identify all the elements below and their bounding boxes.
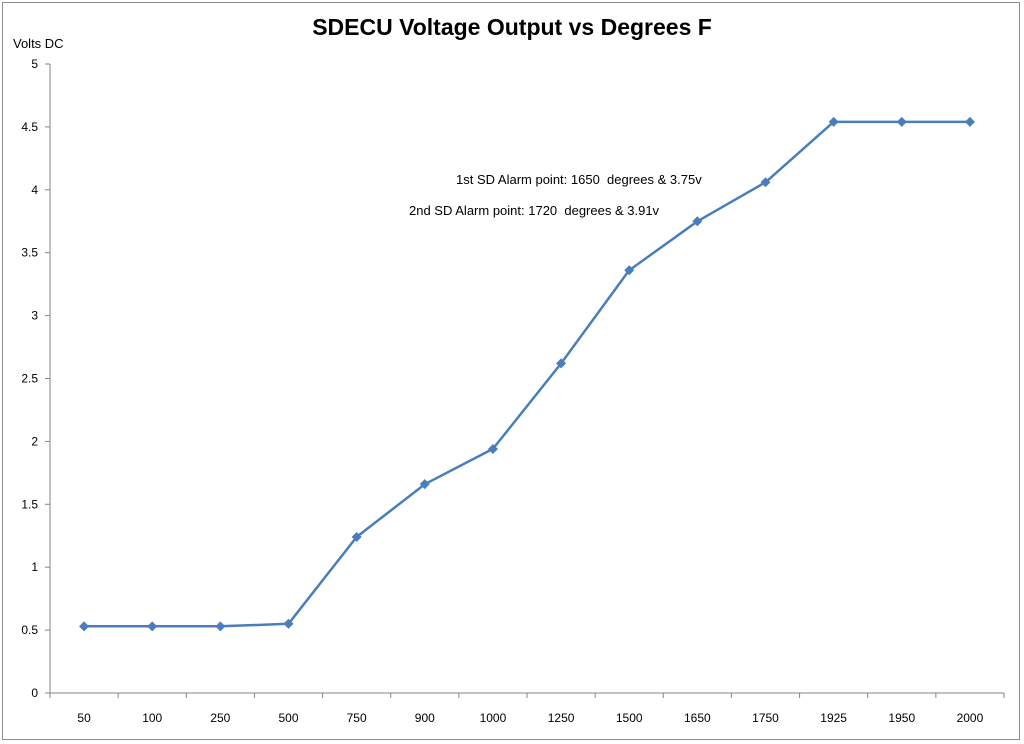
data-point — [487, 443, 498, 454]
x-tick-label: 50 — [77, 711, 91, 725]
x-tick-label: 2000 — [957, 711, 984, 725]
y-axis-label: Volts DC — [13, 36, 64, 51]
y-tick-label: 3 — [31, 309, 38, 323]
y-tick-label: 2 — [31, 434, 38, 448]
x-tick-label: 1750 — [752, 711, 779, 725]
data-point — [964, 116, 975, 127]
y-tick-label: 3.5 — [21, 246, 38, 260]
data-point — [215, 621, 226, 632]
data-point — [828, 116, 839, 127]
x-tick-label: 1650 — [684, 711, 711, 725]
data-point — [692, 216, 703, 227]
data-point — [624, 265, 635, 276]
y-tick-label: 2.5 — [21, 372, 38, 386]
x-tick-label: 900 — [415, 711, 435, 725]
data-point — [419, 479, 430, 490]
x-tick-label: 1250 — [548, 711, 575, 725]
y-tick-label: 5 — [31, 57, 38, 71]
x-tick-label: 750 — [347, 711, 367, 725]
x-tick-label: 1950 — [888, 711, 915, 725]
annotation-1st-alarm: 2nd SD Alarm point: 1720 degrees & 3.91v — [409, 203, 660, 218]
chart-title: SDECU Voltage Output vs Degrees F — [312, 14, 712, 40]
x-tick-label: 250 — [210, 711, 230, 725]
x-tick-label: 1925 — [820, 711, 847, 725]
y-tick-label: 1 — [31, 560, 38, 574]
x-tick-label: 1000 — [480, 711, 507, 725]
annotation-2nd-alarm: 1st SD Alarm point: 1650 degrees & 3.75v — [456, 172, 702, 187]
data-point — [896, 116, 907, 127]
data-point — [147, 621, 158, 632]
y-tick-label: 4.5 — [21, 120, 38, 134]
x-tick-label: 100 — [142, 711, 162, 725]
data-point — [760, 177, 771, 188]
x-tick-label: 500 — [278, 711, 298, 725]
data-point — [351, 532, 362, 543]
y-tick-label: 1.5 — [21, 497, 38, 511]
y-tick-label: 4 — [31, 183, 38, 197]
series-line — [84, 120, 970, 628]
y-tick-label: 0.5 — [21, 623, 38, 637]
y-tick-label: 0 — [31, 686, 38, 700]
data-point — [556, 358, 567, 369]
x-tick-label: 1500 — [616, 711, 643, 725]
data-point — [79, 621, 90, 632]
data-point — [283, 618, 294, 629]
